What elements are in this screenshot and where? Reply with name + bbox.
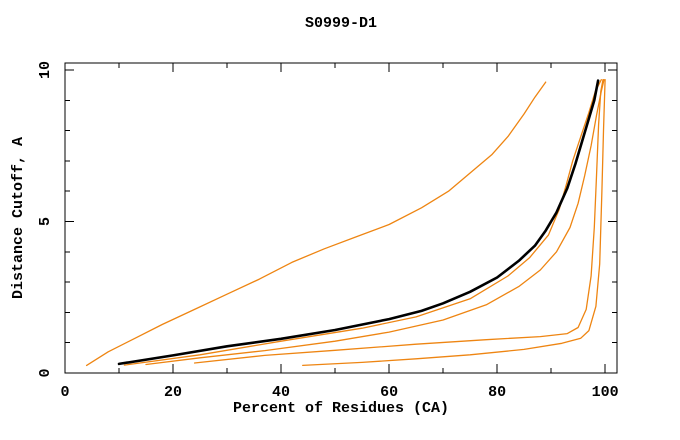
series-model-orange-4-low-L xyxy=(193,79,604,364)
y-tick-label: 0 xyxy=(37,368,54,377)
plot-area: 0 20 40 60 80 100 0 5 10 xyxy=(37,61,619,401)
x-axis-label: Percent of Residues (CA) xyxy=(233,400,449,417)
series-model-orange-3-below-black xyxy=(145,79,605,366)
plot-frame xyxy=(64,62,618,374)
x-tick-label: 40 xyxy=(272,384,290,401)
series-model-orange-2-crosses-black xyxy=(123,79,602,366)
y-tick-label: 5 xyxy=(37,217,54,226)
y-axis-label: Distance Cutoff, A xyxy=(10,137,27,299)
x-tick-label: 0 xyxy=(60,384,69,401)
series-model-orange-5-lowest-L xyxy=(302,79,606,367)
x-tick-label: 80 xyxy=(488,384,506,401)
x-tick-label: 20 xyxy=(164,384,182,401)
x-tick-label: 60 xyxy=(380,384,398,401)
y-tick-label: 10 xyxy=(37,61,54,79)
x-tick-label: 100 xyxy=(592,384,619,401)
chart-title: S0999-D1 xyxy=(305,15,377,32)
series-model-black-highlighted xyxy=(117,79,600,366)
series-model-orange-1-leftmost xyxy=(85,81,547,367)
